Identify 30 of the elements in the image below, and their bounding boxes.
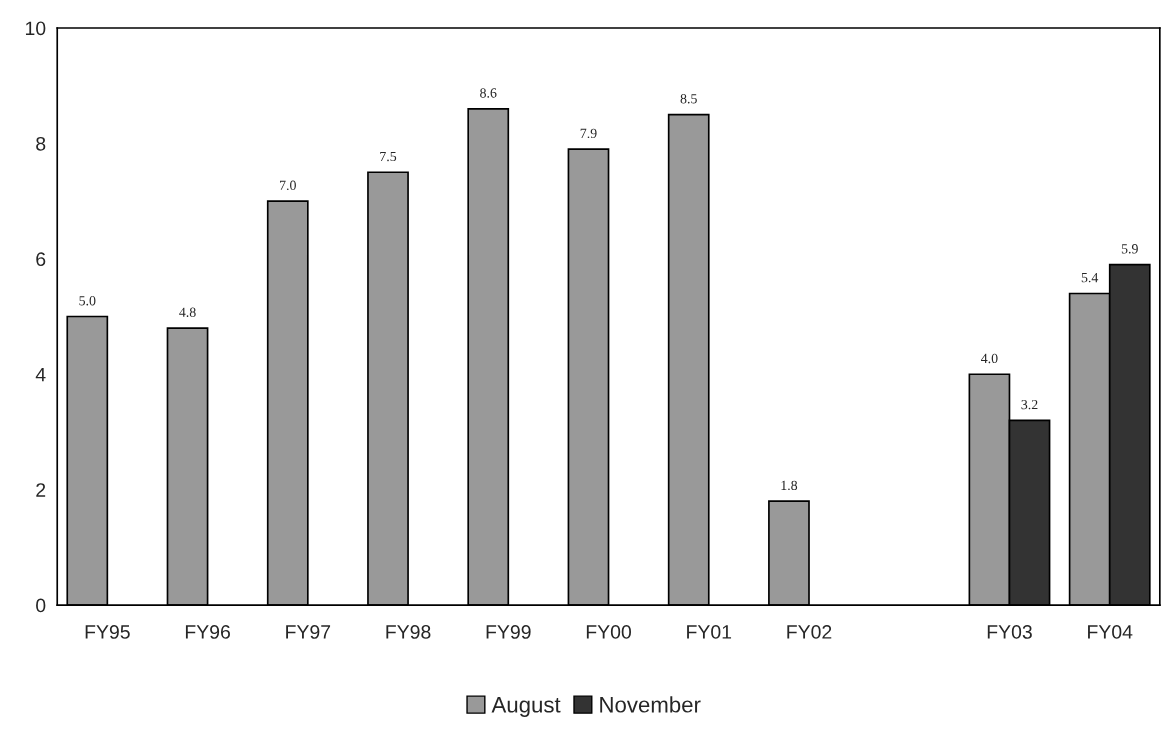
data-label: 7.9 [580,128,597,139]
data-label: 1.8 [781,480,798,491]
data-label: 4.8 [179,307,196,317]
x-tick-label: FY99 [486,625,531,639]
data-label: 7.5 [380,151,397,162]
y-tick-label: 2 [36,483,46,497]
data-label: 4.0 [981,353,998,364]
y-tick-label: 4 [35,367,46,382]
x-tick-label: FY97 [286,625,331,639]
x-tick-label: FY02 [787,625,832,639]
data-label: 8.5 [680,94,697,104]
y-tick-label: 0 [36,598,46,613]
x-tick-label: FY01 [687,625,732,639]
data-label: 5.4 [1081,273,1099,283]
x-tick-label: FY03 [987,625,1032,639]
y-tick-label: 6 [36,252,46,267]
y-tick-label: 10 [25,21,46,36]
x-tick-label: FY95 [85,625,130,639]
y-tick-label: 8 [36,136,46,151]
x-tick-label: FY00 [586,625,632,639]
legend-label: August [491,697,561,717]
x-tick-label: FY96 [185,625,230,639]
data-label: 3.2 [1021,399,1038,410]
x-tick-label: FY04 [1088,625,1133,639]
data-label: 8.6 [480,88,497,98]
x-tick-label: FY98 [386,625,431,639]
data-label: 5.9 [1121,244,1138,254]
data-label: 7.0 [280,180,296,191]
legend-label: November [600,696,701,713]
data-label: 5.0 [79,296,96,306]
